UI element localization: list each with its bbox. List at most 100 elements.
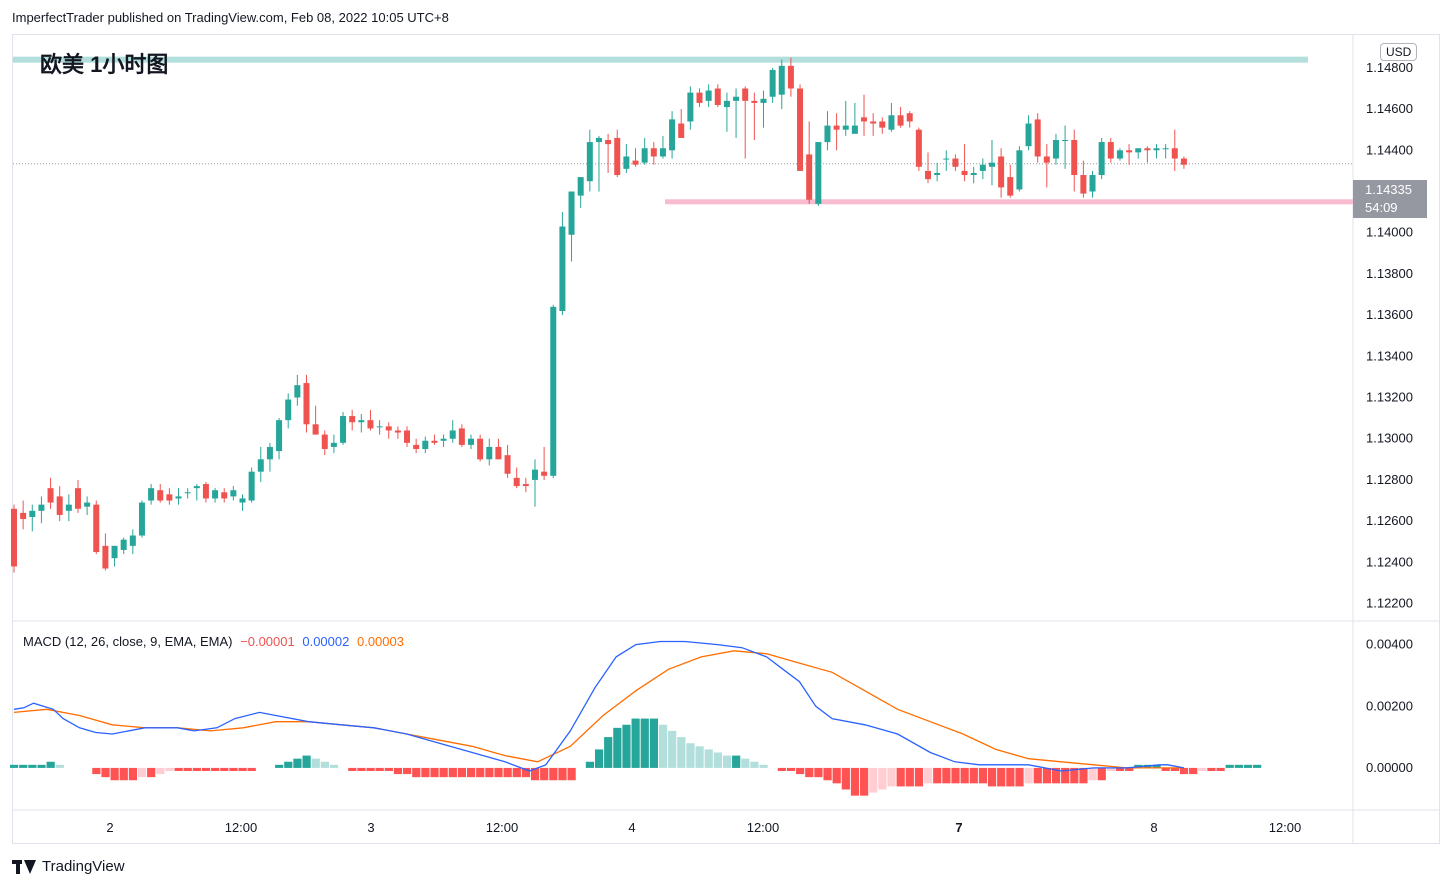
candle-body bbox=[93, 504, 100, 553]
macd-hist-bar bbox=[393, 767, 403, 775]
price-tick-label: 1.14400 bbox=[1366, 142, 1413, 157]
candle-body bbox=[833, 125, 840, 130]
chart-frame bbox=[12, 34, 1440, 844]
macd-hist-bar bbox=[1042, 767, 1052, 784]
candle-body bbox=[961, 170, 968, 176]
macd-hist-bar bbox=[823, 767, 832, 781]
macd-hist-bar bbox=[101, 767, 110, 778]
macd-hist-bar bbox=[494, 767, 503, 778]
macd-hist-bar bbox=[201, 767, 211, 771]
candle-body bbox=[166, 494, 173, 501]
candle-body bbox=[422, 440, 429, 450]
candle-body bbox=[998, 156, 1005, 188]
candle-body bbox=[84, 502, 91, 507]
macd-hist-bar bbox=[1061, 767, 1070, 784]
macd-hist-bar bbox=[814, 767, 823, 778]
price-tick-label: 1.14000 bbox=[1366, 225, 1413, 240]
candle-body bbox=[349, 416, 356, 423]
time-tick-label: 12:00 bbox=[486, 820, 519, 835]
macd-hist-bar bbox=[439, 767, 448, 778]
candlestick-series bbox=[11, 57, 1187, 573]
macd-hist-bar bbox=[329, 764, 339, 768]
macd-hist-bar bbox=[1152, 764, 1161, 768]
candle-body bbox=[74, 488, 81, 509]
candle-body bbox=[1126, 150, 1133, 153]
candle-body bbox=[367, 420, 374, 429]
candle-body bbox=[934, 172, 941, 176]
currency-badge[interactable]: USD bbox=[1380, 43, 1418, 61]
macd-hist-bar bbox=[1006, 767, 1015, 787]
macd-legend[interactable]: MACD (12, 26, close, 9, EMA, EMA) −0.000… bbox=[23, 634, 408, 649]
macd-hist-bar bbox=[430, 767, 439, 778]
candle-body bbox=[212, 490, 219, 499]
candle-body bbox=[184, 492, 191, 494]
candle-body bbox=[687, 92, 694, 122]
macd-hist-value: −0.00001 bbox=[240, 634, 295, 649]
candle-body bbox=[20, 512, 27, 520]
macd-hist-bar bbox=[1161, 767, 1170, 771]
macd-hist-bar bbox=[1170, 767, 1179, 771]
macd-hist-bar bbox=[137, 767, 147, 778]
macd-tick-label: 0.00400 bbox=[1366, 637, 1413, 652]
candle-body bbox=[129, 535, 136, 546]
candle-body bbox=[1107, 142, 1114, 159]
macd-hist-bar bbox=[860, 767, 869, 796]
macd-hist-bar bbox=[695, 746, 704, 768]
candle-body bbox=[1180, 158, 1187, 165]
macd-hist-bar bbox=[302, 755, 311, 768]
macd-axis: 0.00400 0.00200 0.00000 bbox=[1366, 637, 1413, 775]
macd-hist-bar bbox=[238, 767, 247, 771]
candle-body bbox=[650, 148, 657, 157]
candle-body bbox=[1007, 177, 1014, 196]
macd-hist-bar bbox=[604, 737, 613, 768]
macd-hist-bar bbox=[1207, 767, 1216, 771]
time-tick-label: 12:00 bbox=[1269, 820, 1302, 835]
macd-hist-bar bbox=[55, 764, 64, 768]
macd-hist-bar bbox=[1179, 767, 1189, 775]
macd-line bbox=[13, 640, 1185, 772]
macd-hist-bar bbox=[320, 761, 329, 768]
candle-body bbox=[1162, 148, 1169, 150]
macd-hist-bar bbox=[887, 767, 896, 787]
candle-body bbox=[257, 459, 264, 472]
macd-hist-bar bbox=[942, 767, 951, 784]
price-tick-label: 1.12600 bbox=[1366, 513, 1413, 528]
candle-body bbox=[148, 488, 155, 501]
candle-body bbox=[65, 504, 72, 511]
candle-body bbox=[458, 428, 465, 445]
footer-logo[interactable]: TradingView bbox=[12, 858, 125, 875]
candle-body bbox=[358, 420, 365, 423]
macd-hist-bar bbox=[896, 767, 905, 787]
macd-hist-bar bbox=[28, 764, 37, 768]
macd-hist-bar bbox=[384, 767, 393, 771]
candle-body bbox=[696, 92, 703, 103]
candle-body bbox=[705, 90, 712, 101]
candle-body bbox=[239, 498, 246, 503]
macd-line-value: 0.00002 bbox=[302, 634, 350, 649]
macd-hist-bar bbox=[686, 743, 695, 768]
macd-hist-bar bbox=[1106, 767, 1115, 771]
candle-body bbox=[29, 510, 36, 517]
macd-hist-bar bbox=[192, 767, 201, 771]
macd-hist-bar bbox=[750, 761, 759, 768]
macd-hist-bar bbox=[805, 767, 814, 778]
candle-body bbox=[495, 446, 502, 460]
candle-body bbox=[559, 226, 566, 311]
candle-body bbox=[988, 162, 995, 167]
candle-body bbox=[1135, 148, 1142, 153]
macd-hist-bar bbox=[832, 767, 841, 784]
macd-hist-bar bbox=[759, 764, 768, 768]
candle-body bbox=[915, 129, 922, 167]
candle-body bbox=[1098, 142, 1105, 176]
price-axis: 1.14800 1.14600 1.14400 1.14000 1.13800 1.136… bbox=[1366, 60, 1413, 611]
macd-hist-bar bbox=[1097, 767, 1106, 781]
candle-body bbox=[376, 426, 383, 428]
macd-hist-bar bbox=[905, 767, 914, 787]
candle-body bbox=[340, 416, 347, 443]
candle-body bbox=[102, 545, 109, 569]
candle-body bbox=[56, 496, 63, 515]
time-tick-label: 3 bbox=[367, 820, 374, 835]
time-tick-label: 12:00 bbox=[747, 820, 780, 835]
macd-hist-bar bbox=[1088, 767, 1097, 781]
